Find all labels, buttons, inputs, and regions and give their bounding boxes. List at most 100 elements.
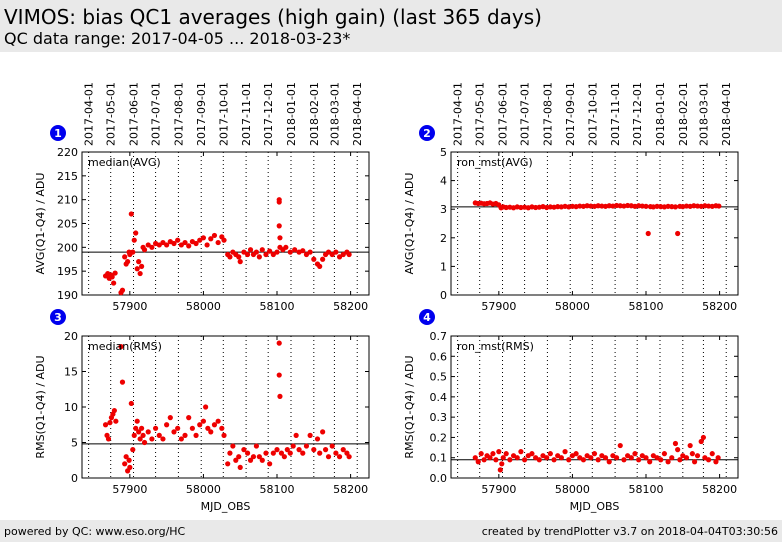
panel1-data-point: [197, 237, 203, 243]
panel4-data-point: [632, 451, 638, 457]
panel4-data-point: [551, 457, 557, 463]
panel1-date-label: 2017-05-01: [105, 82, 118, 146]
panel3-data-point: [113, 418, 119, 424]
panel4-data-point: [514, 455, 520, 461]
panel1-data-point: [276, 199, 282, 205]
panel2-date-label: 2018-04-01: [720, 82, 733, 146]
panel4-data-point: [562, 449, 568, 455]
panel3-data-point: [281, 454, 287, 460]
panel3-data-point: [270, 450, 276, 456]
panel1-data-point: [125, 259, 131, 265]
panel1-y-tick-label: 205: [57, 218, 78, 231]
panel1-data-point: [139, 263, 145, 269]
panel4-y-tick-label: 0.3: [430, 411, 448, 424]
panel1-data-point: [247, 247, 254, 253]
panel3-data-point: [263, 450, 269, 456]
panel2-x-tick-label: 58200: [702, 300, 737, 313]
panel4-data-point: [700, 434, 707, 441]
panel3-data-point: [325, 454, 332, 460]
panel3-data-point: [131, 432, 137, 438]
panel3-x-tick-label: 57900: [112, 483, 147, 496]
panel4-y-tick-label: 0.1: [430, 452, 448, 465]
panel1-x-tick-label: 58000: [186, 300, 221, 313]
panel2-date-label: 2018-01-01: [654, 82, 667, 146]
panel4-data-point: [475, 459, 481, 465]
panel1-data-point: [336, 254, 343, 260]
panel3-data-point: [123, 454, 129, 460]
panel2-legend-label: ron_mst(AVG): [457, 156, 533, 169]
panel4-data-point: [689, 451, 695, 457]
panel3-data-point: [241, 447, 247, 453]
panel1-data-point: [333, 249, 339, 255]
panel3-data-point: [139, 425, 145, 431]
panel3-data-point: [250, 454, 257, 460]
footer-powered-by: powered by QC: www.eso.org/HC: [4, 525, 186, 538]
panel4-data-point: [715, 455, 721, 461]
panel4-data-point: [661, 451, 668, 457]
panel3-data-point: [300, 450, 306, 456]
panel2-date-label: 2017-08-01: [541, 82, 554, 146]
panel4-panel-number-badge: [419, 309, 435, 325]
panel2-date-label: 2017-11-01: [609, 82, 622, 146]
panel2-date-label: 2017-06-01: [497, 82, 510, 146]
panel4-data-point: [691, 459, 698, 465]
panel1-legend-label: median(AVG): [88, 156, 161, 169]
panel4-x-tick-label: 58000: [555, 483, 590, 496]
panel4-y-tick-label: 0.6: [430, 350, 448, 363]
panel3-data-point: [259, 457, 265, 463]
panel1-y-tick-label: 220: [57, 146, 78, 159]
panel1-date-label: 2017-12-01: [262, 82, 275, 146]
panel1-data-point: [287, 249, 293, 255]
panel3-data-point: [333, 450, 339, 456]
panel2-y-tick-label: 4: [440, 175, 447, 188]
panel4-data-point: [497, 467, 503, 473]
panel2-x-tick-label: 57900: [481, 300, 516, 313]
panel1-panel-number: 1: [54, 127, 62, 140]
panel1-date-label: 2017-11-01: [240, 82, 253, 146]
panel4-data-point: [665, 459, 671, 465]
panel4-data-point: [698, 438, 704, 445]
panel1-date-label: 2018-03-01: [328, 82, 341, 146]
panel1-data-point: [244, 251, 251, 258]
footer-bar: powered by QC: www.eso.org/HC created by…: [0, 520, 782, 542]
panel3-data-point: [322, 447, 329, 453]
panel1-date-label: 2017-04-01: [83, 82, 96, 146]
panel1-y-axis-label: AVG(Q1-Q4) / ADU: [34, 173, 47, 275]
panel3-data-point: [171, 429, 177, 435]
panel4-data-point: [547, 451, 553, 457]
panel3-data-point: [149, 436, 155, 442]
panel3-data-point: [219, 425, 225, 431]
panel3-data-point: [189, 425, 195, 431]
panel3-data-point: [346, 454, 352, 460]
panel2-panel-number-badge: [419, 125, 435, 141]
panel4-data-point: [672, 440, 679, 447]
panel4-data-point: [647, 459, 653, 465]
panel3-panel-number-badge: [50, 309, 66, 325]
panel3-data-point: [320, 429, 326, 435]
panel3-data-point: [107, 420, 113, 426]
panel3-data-point: [284, 447, 290, 453]
panel2-date-label: 2017-07-01: [519, 82, 532, 146]
panel1-data-point: [131, 237, 137, 243]
panel3-data-point: [178, 436, 184, 442]
panel1-date-label: 2017-06-01: [128, 82, 141, 146]
panel4-y-axis-label: RMS(Q1-Q4) / ADU: [403, 355, 416, 458]
panel4-data-point: [591, 451, 598, 457]
panel4-data-point: [521, 457, 528, 463]
panel1-date-label: 2017-08-01: [172, 82, 185, 146]
panel3-data-point: [127, 464, 133, 470]
panel1-data-point: [253, 249, 260, 255]
panel4-data-point: [573, 451, 579, 457]
panel1-data-point: [128, 211, 134, 217]
page-subtitle: QC data range: 2017-04-05 ... 2018-03-23…: [4, 29, 351, 48]
panel3-data-point: [136, 429, 142, 435]
panel4-y-tick-label: 0.2: [430, 431, 448, 444]
panel1-data-point: [256, 254, 262, 260]
panel1-data-point: [340, 251, 346, 258]
panel4-data-point: [709, 451, 715, 457]
panel1-date-label: 2017-07-01: [150, 82, 163, 146]
panel2-y-tick-label: 0: [440, 289, 447, 302]
panel1-data-point: [320, 256, 326, 262]
panel3-data-point: [215, 418, 221, 424]
panel4-data-point: [713, 459, 719, 465]
